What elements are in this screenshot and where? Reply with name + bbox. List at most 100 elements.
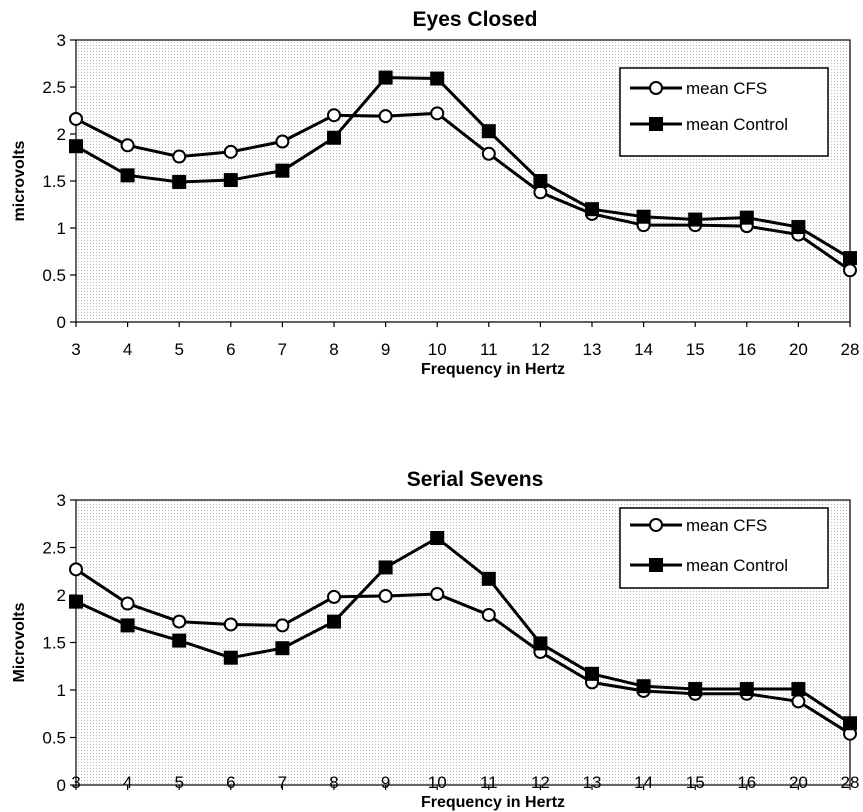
data-point-mean-cfs — [327, 589, 341, 604]
x-tick-label: 14 — [634, 773, 653, 792]
y-tick-label: 0 — [57, 313, 66, 332]
x-axis-label: Frequency in Hertz — [421, 361, 565, 378]
y-tick-label: 2 — [57, 586, 66, 605]
y-tick-label: 0.5 — [42, 729, 66, 748]
x-tick-label: 7 — [278, 340, 287, 359]
data-point-mean-control — [481, 571, 496, 586]
series-line-mean-control — [75, 536, 851, 725]
data-point-mean-control — [327, 614, 341, 629]
x-tick-label: 16 — [737, 773, 756, 792]
data-point-mean-control — [843, 716, 857, 731]
data-point-mean-cfs — [378, 109, 393, 124]
data-point-mean-cfs — [172, 149, 187, 164]
data-point-mean-cfs — [327, 108, 341, 123]
legend-marker-circle — [649, 81, 663, 95]
data-point-mean-control — [688, 682, 703, 697]
x-tick-label: 12 — [531, 773, 550, 792]
data-point-mean-control — [481, 124, 496, 139]
data-point-mean-control — [739, 682, 754, 697]
data-point-mean-cfs — [120, 138, 135, 153]
data-point-mean-control — [430, 71, 445, 86]
x-tick-label: 13 — [583, 773, 602, 792]
x-axis-label: Frequency in Hertz — [421, 794, 565, 811]
y-axis-label: Microvolts — [11, 602, 28, 682]
data-point-mean-cfs — [843, 263, 857, 278]
data-point-mean-cfs — [120, 596, 135, 611]
data-point-mean-control — [791, 220, 806, 235]
x-tick-label: 11 — [480, 340, 498, 359]
data-point-mean-control — [223, 650, 238, 665]
data-point-mean-control — [327, 130, 341, 145]
data-point-mean-cfs — [430, 106, 445, 121]
x-tick-label: 20 — [789, 340, 808, 359]
y-tick-label: 1.5 — [42, 172, 66, 191]
data-point-mean-cfs — [172, 614, 187, 629]
x-tick-label: 8 — [329, 773, 338, 792]
y-axis-label: microvolts — [11, 140, 28, 221]
y-tick-label: 1 — [57, 681, 66, 700]
data-point-mean-cfs — [481, 607, 496, 622]
y-tick-label: 3 — [57, 491, 66, 510]
legend-marker-square — [649, 117, 663, 131]
x-tick-label: 7 — [278, 773, 287, 792]
x-tick-label: 6 — [226, 340, 235, 359]
x-tick-label: 16 — [737, 340, 756, 359]
data-point-mean-control — [223, 173, 238, 188]
y-tick-label: 0.5 — [42, 266, 66, 285]
data-point-mean-control — [275, 163, 290, 178]
data-point-mean-control — [739, 210, 754, 225]
x-tick-label: 5 — [174, 340, 183, 359]
data-point-mean-cfs — [223, 144, 238, 159]
legend-marker-circle — [649, 518, 663, 532]
data-point-mean-control — [120, 168, 135, 183]
data-point-mean-cfs — [791, 694, 806, 709]
data-point-mean-cfs — [223, 617, 238, 632]
x-tick-label: 28 — [841, 773, 860, 792]
y-tick-label: 2 — [57, 125, 66, 144]
x-tick-label: 15 — [686, 340, 705, 359]
y-tick-label: 1 — [57, 219, 66, 238]
data-point-mean-control — [69, 594, 83, 609]
legend-label: mean CFS — [686, 516, 767, 535]
legend-label: mean Control — [686, 115, 788, 134]
y-tick-label: 1.5 — [42, 634, 66, 653]
y-tick-label: 2.5 — [42, 78, 66, 97]
chart-title: Serial Sevens — [407, 468, 544, 491]
data-point-mean-cfs — [275, 134, 290, 149]
data-point-mean-cfs — [481, 146, 496, 161]
chart-eyes-closed: Eyes Closed 0 0.5 1 1.5 2 2.5 3 3 4 5 6 7 8 9 10 11 12 13 1… — [11, 8, 859, 378]
series-line-mean-cfs — [75, 568, 851, 735]
x-tick-label: 15 — [686, 773, 705, 792]
data-point-mean-cfs — [275, 618, 290, 633]
x-tick-label: 6 — [226, 773, 235, 792]
data-point-mean-control — [688, 212, 703, 227]
x-tick-label: 4 — [123, 773, 132, 792]
legend-label: mean CFS — [686, 79, 767, 98]
data-point-mean-control — [430, 531, 445, 545]
x-tick-label: 20 — [789, 773, 808, 792]
x-tick-label: 4 — [123, 340, 132, 359]
data-point-mean-control — [378, 560, 393, 575]
data-point-mean-cfs — [69, 562, 83, 577]
x-tick-label: 13 — [583, 340, 602, 359]
data-point-mean-control — [533, 636, 548, 651]
y-tick-label: 0 — [57, 776, 66, 795]
chart-title: Eyes Closed — [413, 8, 538, 31]
y-tick-label: 2.5 — [42, 539, 66, 558]
legend-label: mean Control — [686, 556, 788, 575]
chart-serial-sevens: Serial Sevens 0 0.5 1 1.5 2 2.5 3 3 4 5 6 7 8 9 10 11 12 1… — [11, 468, 859, 811]
data-point-mean-control — [636, 209, 651, 224]
x-tick-label: 10 — [428, 340, 447, 359]
x-tick-label: 14 — [634, 340, 653, 359]
data-point-mean-control — [172, 633, 187, 648]
data-point-mean-cfs — [378, 588, 393, 603]
data-point-mean-control — [791, 682, 806, 697]
x-tick-label: 9 — [381, 773, 390, 792]
x-tick-label: 12 — [531, 340, 550, 359]
data-point-mean-control — [533, 174, 548, 188]
data-point-mean-control — [69, 139, 83, 154]
legend-marker-square — [649, 558, 663, 572]
data-point-mean-cfs — [533, 185, 548, 200]
data-point-mean-control — [636, 679, 651, 694]
